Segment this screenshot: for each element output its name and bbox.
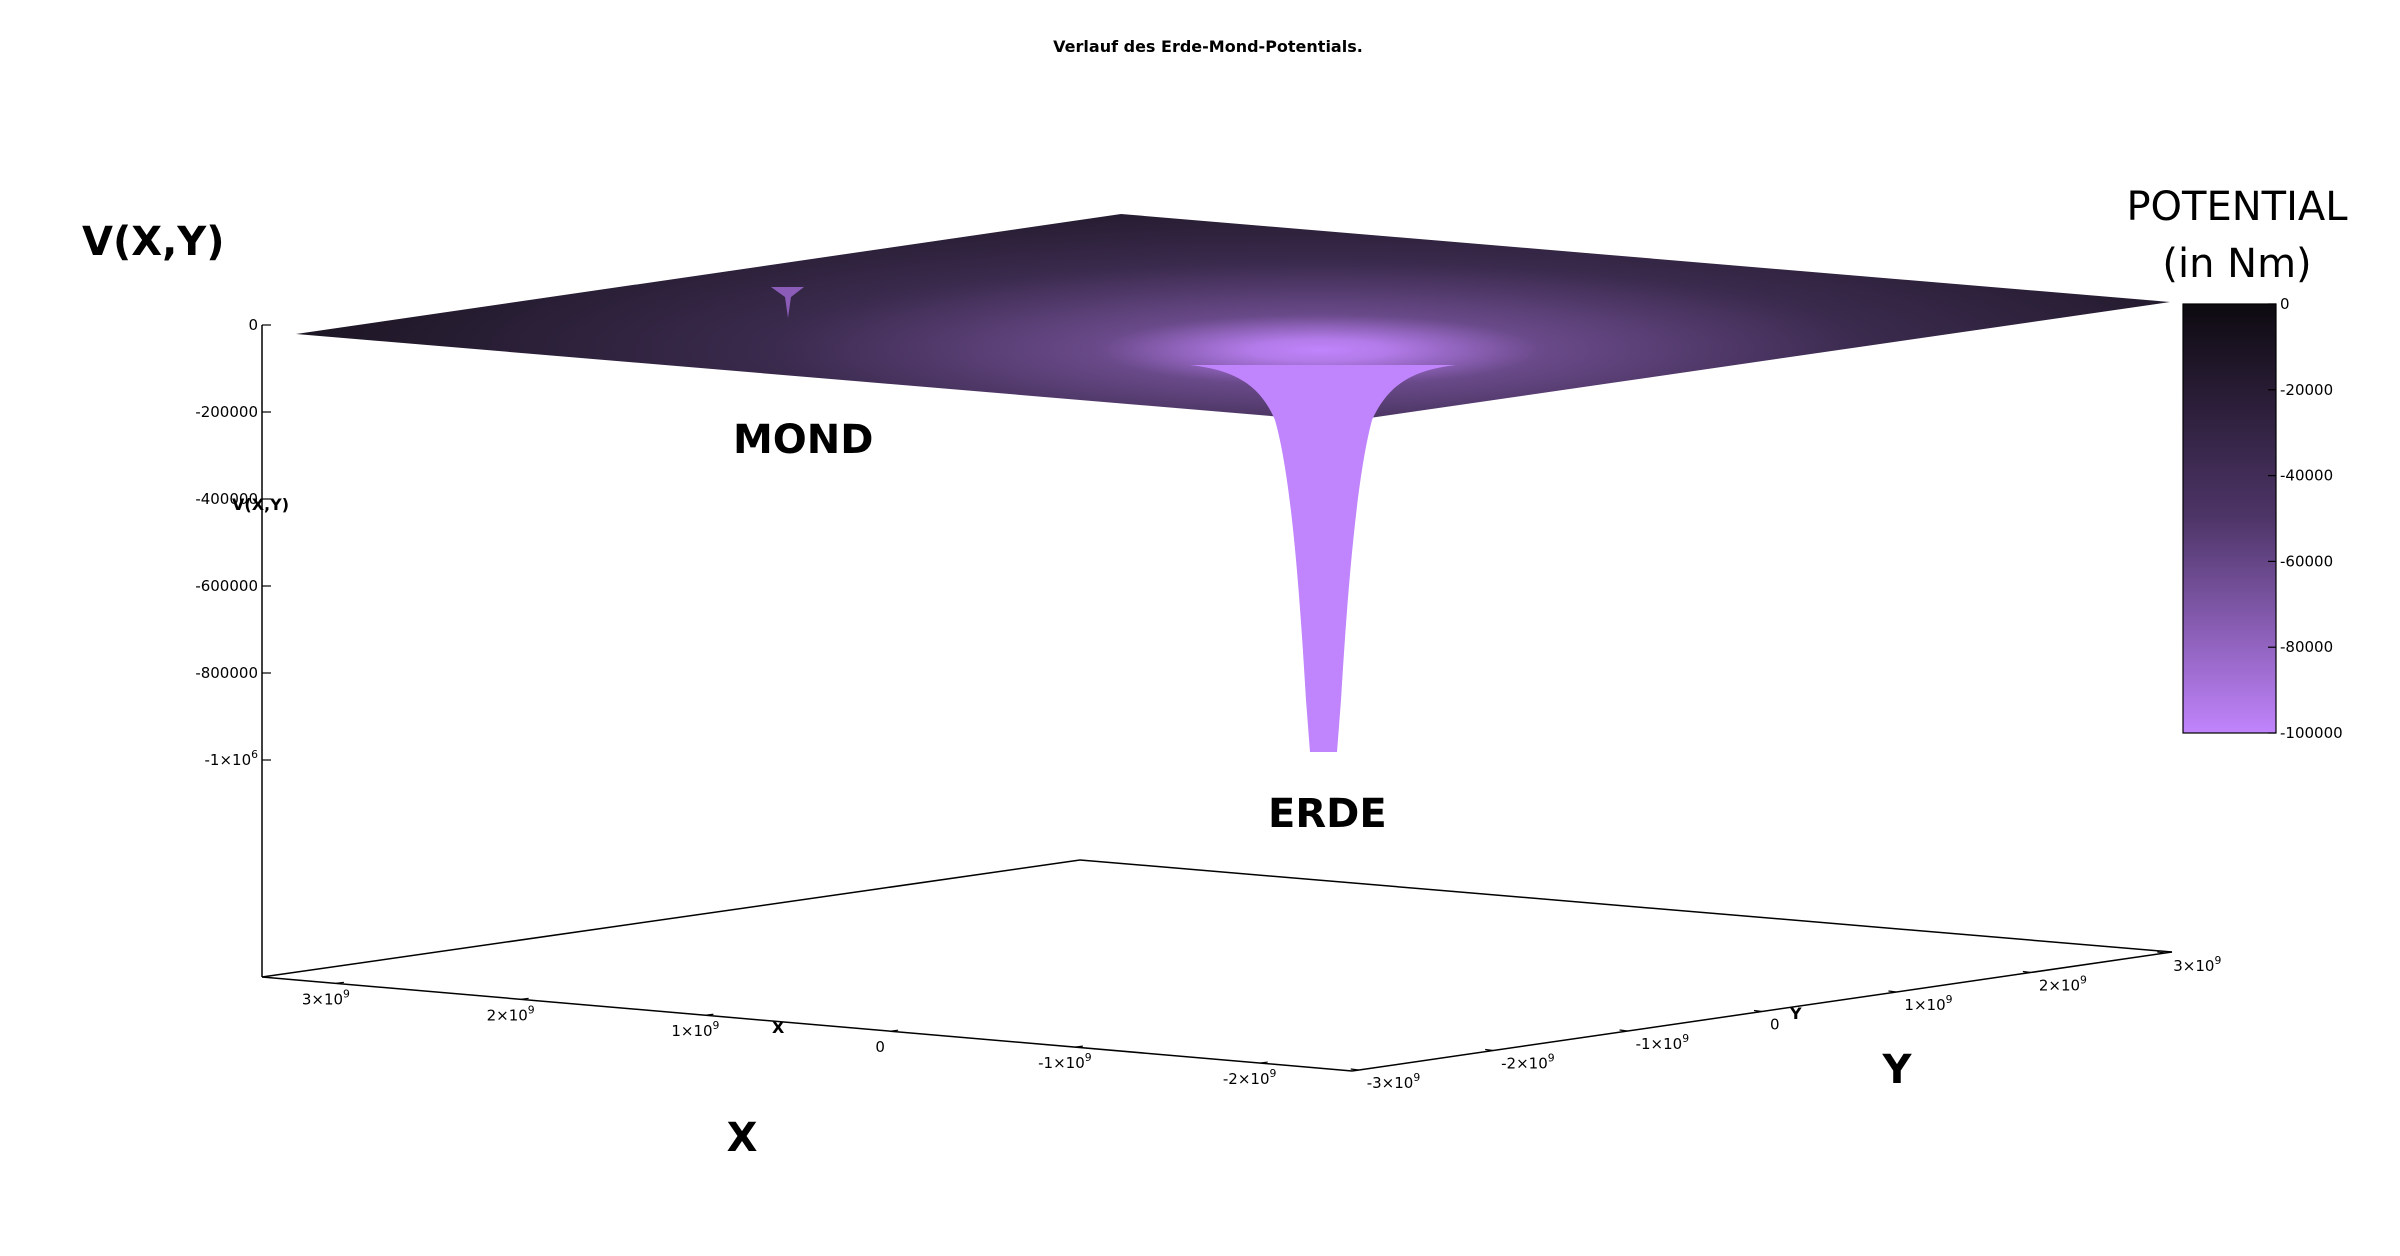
x-tick-label: 3×109 bbox=[302, 987, 350, 1008]
y-tick-label: 3×109 bbox=[2173, 954, 2221, 975]
y-tick-label: 2×109 bbox=[2039, 973, 2087, 994]
colorbar-title-line1: POTENTIAL bbox=[2126, 184, 2348, 230]
x-axis-ticks: 3×109 2×109 1×109 0 -1×109 -2×109 bbox=[302, 981, 1277, 1088]
y-tick-mark bbox=[1485, 1048, 1494, 1052]
x-tick-label: -2×109 bbox=[1223, 1067, 1277, 1088]
colorbar-tick-label: -100000 bbox=[2280, 724, 2343, 742]
z-axis-ticks: 0 -200000 -400000 -600000 -800000 -1×106 bbox=[195, 316, 271, 769]
y-tick-label: -3×109 bbox=[1367, 1071, 1421, 1092]
z-tick-label: -200000 bbox=[195, 403, 258, 421]
z-axis-title: V(X,Y) bbox=[82, 219, 225, 265]
z-axis-label: V(X,Y) bbox=[232, 495, 289, 514]
x-tick-mark bbox=[705, 1013, 714, 1016]
y-axis-ticks: -3×109 -2×109 -1×109 0 1×109 2×109 3×109 bbox=[1350, 951, 2221, 1092]
z-tick-label: -800000 bbox=[195, 664, 258, 682]
y-axis-title: Y bbox=[1882, 1047, 1913, 1093]
x-tick-label: -1×109 bbox=[1038, 1051, 1092, 1072]
potential-surface bbox=[296, 214, 2170, 422]
y-tick-label: -1×109 bbox=[1636, 1032, 1690, 1053]
x-tick-label: 2×109 bbox=[487, 1003, 535, 1024]
colorbar-title-line2: (in Nm) bbox=[2162, 241, 2311, 287]
base-edge-back-left bbox=[261, 859, 1081, 978]
z-tick-label: -400000 bbox=[195, 490, 258, 508]
base-edge-back-right bbox=[1079, 859, 2173, 953]
chart-title: Verlauf des Erde-Mond-Potentials. bbox=[1053, 37, 1363, 56]
x-tick-label: 0 bbox=[875, 1038, 885, 1056]
earth-annotation: ERDE bbox=[1268, 791, 1387, 837]
x-axis-label: X bbox=[772, 1018, 785, 1037]
y-tick-label: 0 bbox=[1770, 1016, 1780, 1034]
colorbar-tick-label: -20000 bbox=[2280, 381, 2333, 399]
x-tick-mark bbox=[520, 997, 529, 1000]
z-tick-label: -600000 bbox=[195, 577, 258, 595]
earth-potential-well bbox=[1190, 365, 1456, 752]
z-tick-label: -1×106 bbox=[205, 748, 259, 769]
y-tick-mark bbox=[1888, 990, 1897, 993]
y-tick-label: -2×109 bbox=[1501, 1052, 1555, 1073]
y-tick-mark bbox=[1619, 1029, 1628, 1032]
x-axis-title: X bbox=[727, 1115, 758, 1161]
colorbar-gradient bbox=[2182, 303, 2277, 734]
x-tick-mark bbox=[1074, 1045, 1083, 1048]
moon-potential-dip bbox=[771, 287, 804, 318]
x-tick-mark bbox=[335, 981, 344, 984]
colorbar-ticks: 0 -20000 -40000 -60000 -80000 -100000 bbox=[2268, 295, 2343, 742]
base-frame bbox=[261, 325, 2173, 1072]
colorbar-tick-label: -60000 bbox=[2280, 552, 2333, 570]
y-tick-mark bbox=[1350, 1068, 1359, 1071]
x-axis-line bbox=[261, 976, 1353, 1072]
x-tick-mark bbox=[890, 1029, 899, 1032]
colorbar-tick-label: -80000 bbox=[2280, 638, 2333, 656]
y-tick-mark bbox=[1753, 1009, 1763, 1013]
moon-annotation: MOND bbox=[733, 417, 874, 463]
colorbar: POTENTIAL (in Nm) 0 -20000 -40000 -60000 -80… bbox=[2126, 184, 2348, 742]
colorbar-tick-label: 0 bbox=[2280, 295, 2290, 313]
y-tick-label: 1×109 bbox=[1904, 993, 1952, 1014]
colorbar-tick-label: -40000 bbox=[2280, 467, 2333, 485]
x-tick-label: 1×109 bbox=[671, 1019, 719, 1040]
y-tick-mark bbox=[2157, 951, 2166, 954]
z-tick-label: 0 bbox=[248, 316, 258, 334]
y-axis-label: Y bbox=[1789, 1004, 1802, 1023]
y-tick-mark bbox=[2022, 970, 2031, 974]
x-tick-mark bbox=[1259, 1061, 1268, 1064]
